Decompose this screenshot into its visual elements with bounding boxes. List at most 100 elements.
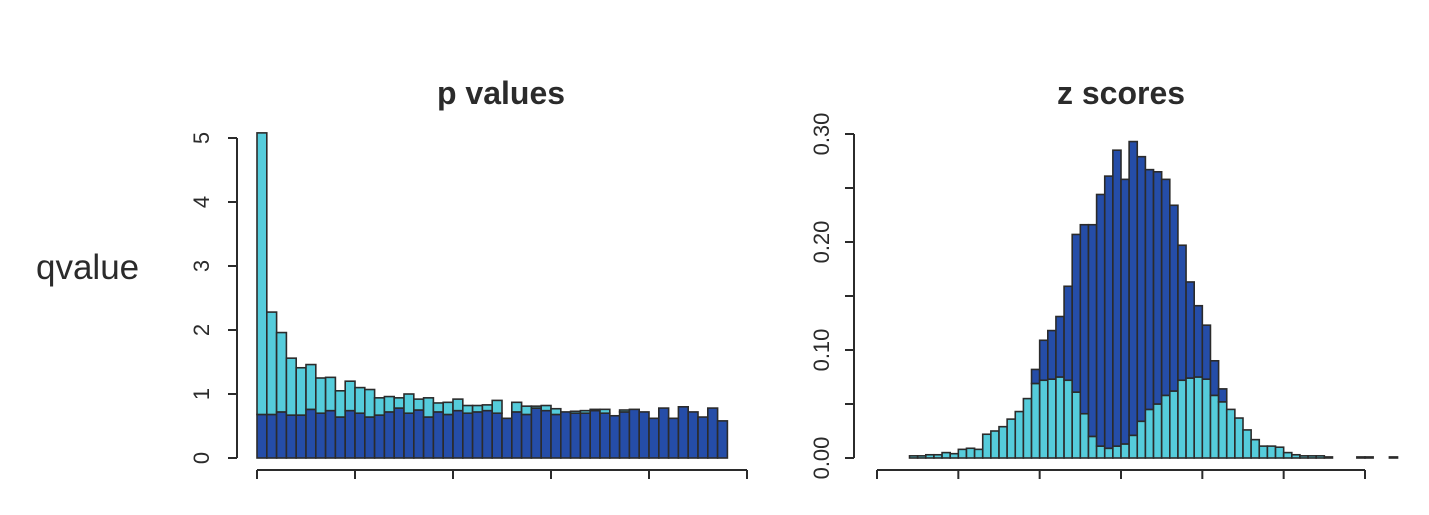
zscores-bar-s0-b8 [973,448,984,459]
zscores-y-tick-label: 0.10 [809,329,834,372]
zscores-y-tick-label: 0.00 [809,437,834,480]
pvalues-bar-s0-b44 [687,411,699,459]
zscores-bar-s1-b38 [1217,388,1228,403]
pvalues-bar-s0-b1 [265,413,278,459]
zscores-bar-s0-b15 [1030,382,1041,459]
zscores-bar-s0-b35 [1193,376,1204,459]
pvalues-bar-s0-b33 [579,412,592,459]
zscores-bar-s0-b17 [1047,378,1057,459]
pvalues-bar-s1-b2 [275,331,288,413]
zscores-bar-s0-b12 [1006,418,1017,459]
zscores-bar-s1-b34 [1185,281,1195,379]
zscores-bar-s0-b37 [1209,394,1220,459]
pvalues-bar-s0-b5 [305,408,317,459]
zscores-y-tick-label: 0.20 [809,221,834,264]
zscores-bar-s0-b51 [1323,456,1334,459]
zscores-bar-s0-b48 [1299,455,1309,459]
zscores-bar-s1-b27 [1128,140,1139,437]
pvalues-bar-s0-b15 [403,412,415,459]
pvalues-bar-s1-b1 [265,311,278,416]
pvalues-y-axis: 0 1 2 3 4 5 [189,132,238,464]
pvalues-bar-s0-b30 [550,413,562,459]
zscores-bar-s0-b23 [1095,445,1106,459]
pvalues-bar-s0-b22 [471,411,484,459]
row-label-qvalue: qvalue [36,248,140,287]
zscores-bar-s0-b3 [933,453,943,459]
zscores-bar-s0-b32 [1169,390,1179,459]
pvalues-bar-s1-b3 [285,357,297,416]
zscores-bar-s0-b40 [1234,417,1244,459]
pvalues-bar-s0-b40 [648,417,660,459]
zscores-bar-s0-b38 [1217,401,1228,459]
zscores-bar-s0-b26 [1120,443,1130,459]
zscores-title: z scores [1057,75,1185,111]
zscores-bar-s0-b19 [1063,379,1073,459]
pvalues-bar-s0-b7 [324,409,337,459]
pvalues-bar-s0-b27 [520,413,533,459]
zscores-bar-s0-b56 [1364,456,1374,459]
pvalues-bar-s0-b16 [412,409,425,459]
pvalues-bar-s1-b37 [618,409,631,413]
pvalues-bar-s0-b14 [393,407,405,459]
pvalues-bar-s1-b7 [324,376,337,412]
zscores-bar-s0-b14 [1022,397,1033,459]
zscores-panel: z scores 0.00 0.10 0.20 0.30 [809,75,1399,480]
pvalues-bar-s0-b26 [510,411,523,459]
zscores-bar-s0-b46 [1282,451,1293,459]
pvalues-y-tick-label: 1 [189,388,214,400]
zscores-bar-s0-b0 [908,455,919,459]
zscores-bar-s1-b25 [1112,149,1122,447]
zscores-bar-s0-b43 [1258,445,1269,459]
zscores-bar-s1-b19 [1063,285,1073,382]
pvalues-bar-s0-b38 [628,408,641,459]
pvalues-bar-s1-b20 [452,398,464,412]
zscores-bar-s1-b32 [1169,204,1179,392]
zscores-bar-s1-b31 [1160,178,1171,397]
pvalues-bar-s1-b17 [422,397,435,418]
pvalues-bar-s0-b34 [589,409,601,459]
zscores-bar-s0-b55 [1356,456,1366,459]
zscores-bar-s0-b34 [1185,377,1195,459]
zscores-bar-s0-b41 [1242,429,1252,459]
pvalues-bar-s1-b29 [540,404,552,412]
pvalues-bar-s0-b13 [383,411,395,459]
zscores-bar-s0-b45 [1274,446,1285,459]
zscores-bar-s0-b31 [1160,394,1171,459]
pvalues-bar-s0-b32 [569,412,582,459]
pvalues-bar-s1-b26 [510,401,523,413]
zscores-bar-s1-b33 [1177,244,1187,382]
pvalues-bar-s1-b6 [314,377,327,415]
zscores-bar-s0-b33 [1177,379,1187,459]
pvalues-bar-s1-b8 [334,389,346,418]
pvalues-bar-s1-b10 [354,386,366,415]
zscores-bar-s0-b30 [1152,403,1163,459]
zscores-bar-s0-b10 [990,430,1000,459]
zscores-bar-s0-b9 [981,433,992,459]
zscores-bar-s1-b28 [1136,155,1147,423]
pvalues-bar-s0-b12 [373,414,386,459]
pvalues-bar-s0-b8 [334,416,346,459]
zscores-bar-s0-b39 [1225,408,1236,459]
zscores-bar-s0-b6 [957,448,968,459]
zscores-bar-s1-b23 [1095,193,1106,447]
pvalues-bar-s1-b19 [442,401,454,416]
pvalues-bar-s0-b28 [530,407,543,459]
zscores-bar-s0-b7 [965,447,976,459]
pvalues-bar-s0-b46 [706,407,719,459]
pvalues-y-tick-label: 4 [189,196,214,208]
zscores-y-axis: 0.00 0.10 0.20 0.30 [809,113,855,480]
zscores-bar-s1-b37 [1209,359,1220,397]
pvalues-bar-s1-b34 [589,408,601,412]
pvalues-bar-s0-b41 [657,407,670,459]
zscores-bar-s0-b49 [1307,455,1317,459]
zscores-bar-s0-b11 [998,425,1008,459]
pvalues-bars [256,132,729,459]
zscores-bar-s1-b36 [1201,324,1212,380]
pvalues-bar-s0-b29 [540,409,552,459]
pvalues-bar-s1-b15 [403,393,415,415]
zscores-bar-s1-b15 [1030,368,1041,385]
pvalues-bar-s0-b0 [256,413,268,459]
pvalues-bar-s0-b37 [618,411,631,459]
zscores-bar-s1-b24 [1103,175,1114,450]
